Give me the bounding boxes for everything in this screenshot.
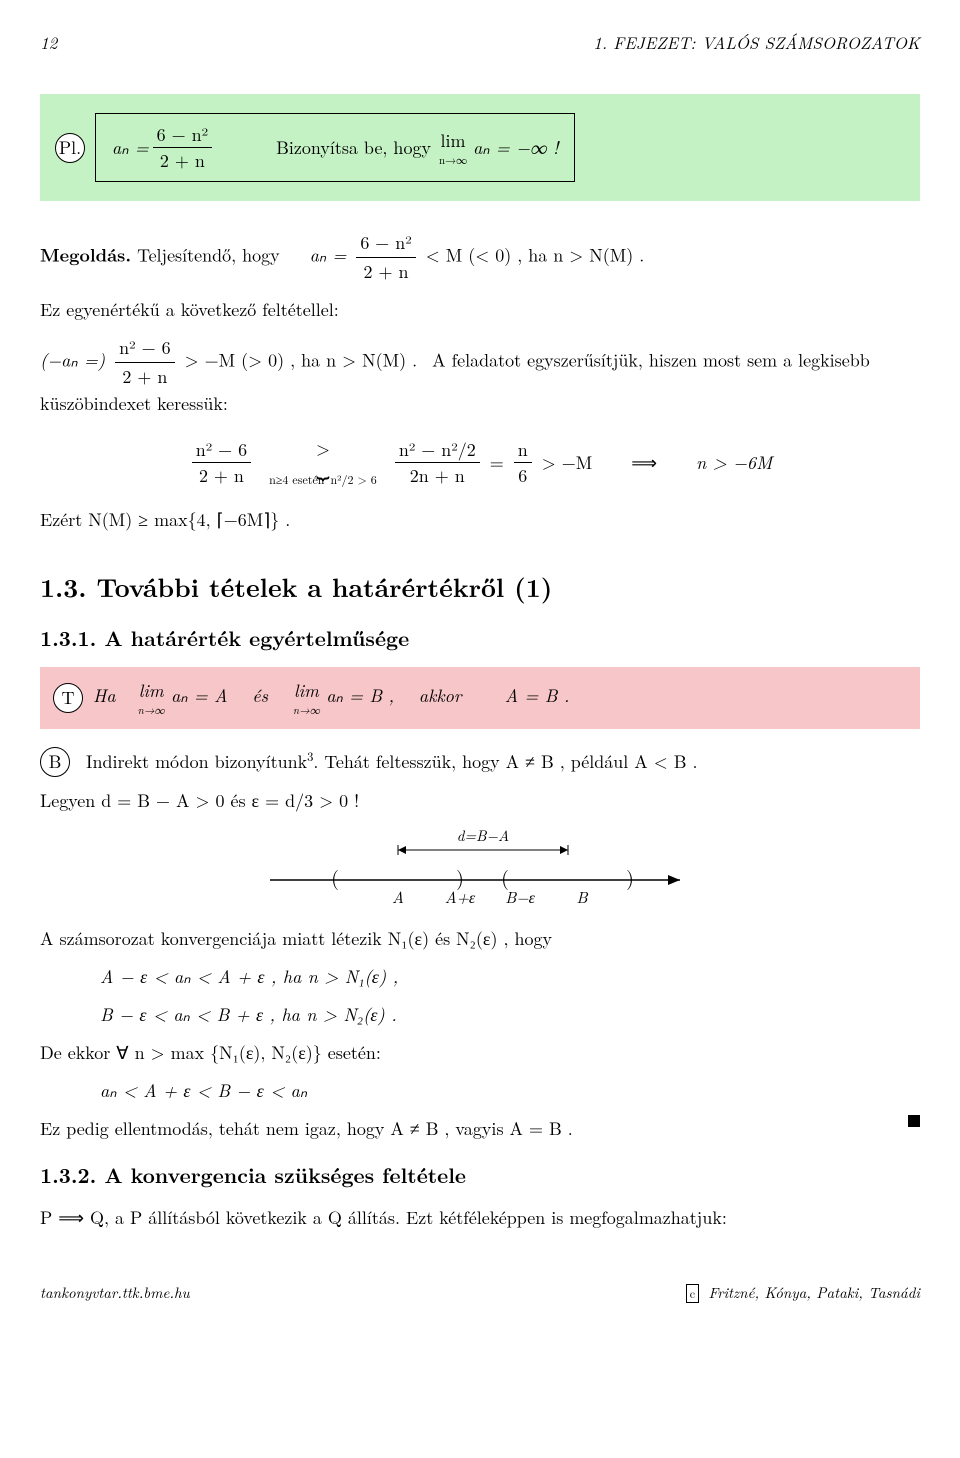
page-header: 12 1. FEJEZET: VALÓS SZÁMSOROZATOK — [40, 30, 920, 54]
proof-line1: B Indirekt módon bizonyítunk3. Tehát fel… — [40, 747, 920, 777]
theorem-badge: T — [53, 683, 83, 713]
svg-text:B: B — [576, 885, 588, 908]
svg-text:): ) — [626, 862, 634, 891]
an-lhs: aₙ = — [112, 135, 149, 160]
solution-line1: Megoldás. Teljesítendő, hogy aₙ = 6 − n²… — [40, 229, 920, 286]
derivation: n² − 6 2 + n > ⏟ n≥4 esetén n²/2 > 6 n² … — [40, 436, 920, 488]
example-badge: Pl. — [55, 133, 85, 163]
conv-l1: A − ε < aₙ < A + ε , ha n > N₁(ε) , — [100, 963, 920, 991]
footer-url: tankonyvtar.ttk.bme.hu — [40, 1282, 190, 1303]
conv-l2: B − ε < aₙ < B + ε , ha n > N₂(ε) . — [100, 1001, 920, 1029]
conv-p3: Ez pedig ellentmodás, tehát nem igaz, ho… — [40, 1115, 920, 1143]
solution-line2: Ez egyenértékű a következő feltétellel: — [40, 296, 920, 324]
subsection-1-3-1: 1.3.1. A határérték egyértelműsége — [40, 623, 920, 653]
footer-authors: c Fritzné, Kónya, Pataki, Tasnádi — [686, 1282, 920, 1303]
example-frac: 6 − n² 2 + n — [153, 122, 212, 173]
conv-l3: aₙ < A + ε < B − ε < aₙ — [100, 1077, 920, 1105]
conv-p1: A számsorozat konvergenciája miatt létez… — [40, 925, 920, 953]
numberline-diagram: ( ) ( ) d=B−A A A+ε B−ε B — [260, 825, 700, 915]
qed-icon — [908, 1115, 920, 1127]
section-1-3: 1.3. További tételek a határértékről (1) — [40, 568, 920, 605]
solution-line3: (−aₙ =) n² − 6 2 + n > −M (> 0) , ha n >… — [40, 334, 920, 419]
page-footer: tankonyvtar.ttk.bme.hu c Fritzné, Kónya,… — [40, 1282, 920, 1303]
example-box: Pl. aₙ = 6 − n² 2 + n Bizonyítsa be, hog… — [40, 94, 920, 201]
svg-text:d=B−A: d=B−A — [457, 825, 509, 846]
proof-badge: B — [40, 747, 70, 777]
chapter-title: 1. FEJEZET: VALÓS SZÁMSOROZATOK — [593, 30, 920, 54]
svg-text:A+ε: A+ε — [445, 885, 476, 908]
example-text: Bizonyítsa be, hogy — [276, 135, 431, 160]
underbrace: > ⏟ n≥4 esetén n²/2 > 6 — [269, 436, 377, 488]
copyright-icon: c — [686, 1284, 699, 1303]
page-root: 12 1. FEJEZET: VALÓS SZÁMSOROZATOK Pl. a… — [0, 0, 960, 1323]
svg-text:B−ε: B−ε — [505, 885, 536, 908]
proof-line2: Legyen d = B − A > 0 és ε = d/3 > 0 ! — [40, 787, 920, 815]
example-frame: aₙ = 6 − n² 2 + n Bizonyítsa be, hogy li… — [95, 113, 575, 182]
subsection-1-3-2: 1.3.2. A konvergencia szükséges feltétel… — [40, 1160, 920, 1190]
svg-text:A: A — [392, 885, 404, 908]
ezert-line: Ezért N(M) ≥ max{4, ⌈−6M⌉} . — [40, 506, 920, 534]
page-number: 12 — [40, 30, 57, 54]
theorem-box: T Ha lim n→∞ aₙ = A és lim n→∞ aₙ = B , … — [40, 667, 920, 729]
conv-p2: De ekkor ∀ n > max {N₁(ε), N₂(ε)} esetén… — [40, 1039, 920, 1067]
lim-block: lim n→∞ — [439, 128, 467, 168]
svg-text:(: ( — [331, 862, 339, 891]
pq-line: P ⟹ Q, a P állításból következik a Q áll… — [40, 1204, 920, 1232]
theorem-text: Ha lim n→∞ aₙ = A és lim n→∞ aₙ = B , ak… — [93, 678, 569, 718]
example-rhs: aₙ = −∞ ! — [473, 135, 558, 160]
